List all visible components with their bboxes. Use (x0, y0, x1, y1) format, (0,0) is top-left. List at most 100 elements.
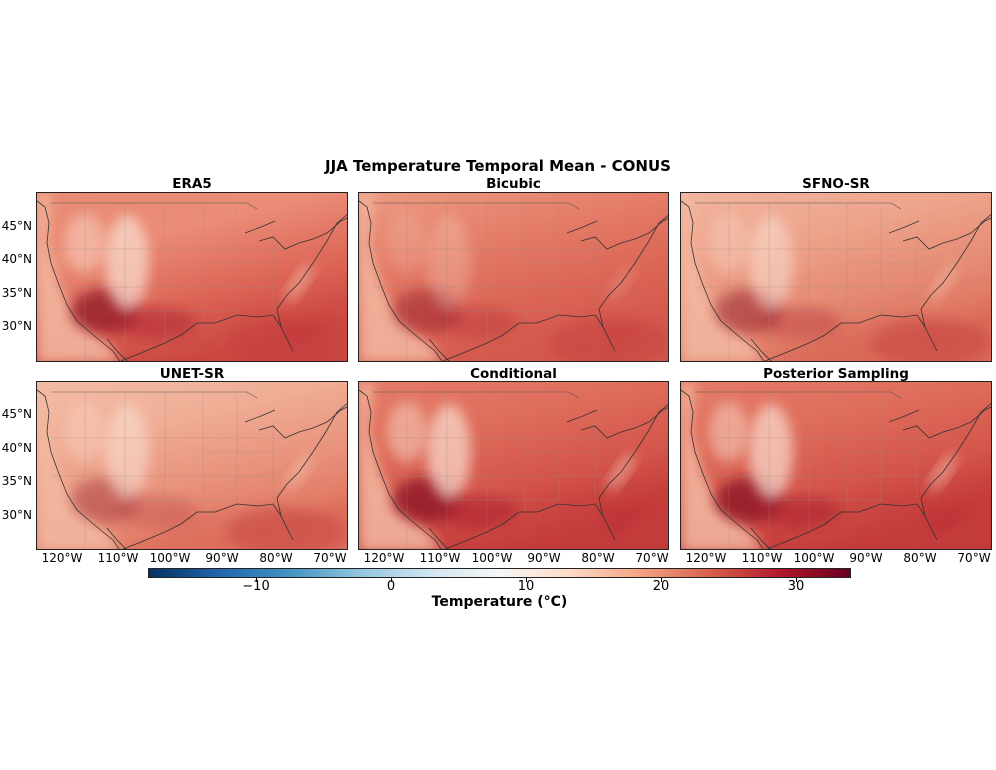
canada-border (695, 391, 902, 399)
coastline (120, 314, 294, 361)
mountain-cool-band (105, 404, 149, 500)
colorbar-tick-mark (391, 578, 392, 582)
canada-border (373, 202, 580, 210)
colorbar-tick-label: 20 (652, 579, 670, 594)
colorbar-tick-mark (661, 578, 662, 582)
panel-title-bicubic: Bicubic (486, 176, 541, 192)
lat-tick-label: 35°N (1, 474, 32, 488)
panel-title-sfno-sr: SFNO-SR (802, 176, 870, 192)
colorbar-tick-mark (796, 578, 797, 582)
map-panel-conditional (358, 381, 669, 550)
lon-tick-label: 120°W (41, 551, 83, 565)
colorbar-tick-label: 30 (787, 579, 805, 594)
coastline (764, 314, 938, 361)
lon-tick-label: 80°W (581, 551, 615, 565)
coastline (359, 389, 442, 549)
lat-tick-label: 30°N (1, 508, 32, 522)
mountain-cool-band (749, 215, 793, 311)
colorbar-tick-label: 10 (517, 579, 535, 594)
colorbar-tick-label: −10 (242, 579, 270, 594)
texas-hot-spot (439, 307, 519, 339)
gulf-ocean-region (127, 493, 347, 549)
coastline (888, 217, 991, 250)
lon-tick-label: 70°W (635, 551, 669, 565)
mountain-cool-band (749, 404, 793, 500)
temperature-field (681, 193, 991, 361)
lon-tick-label: 90°W (527, 551, 561, 565)
ocean-cool-region (37, 193, 120, 361)
coastline (888, 406, 991, 439)
texas-hot-spot (117, 496, 197, 528)
lon-tick-label: 100°W (793, 551, 835, 565)
map-panel-unet-sr (36, 381, 348, 550)
mountain-cool-band (427, 404, 471, 500)
temperature-field (681, 382, 991, 549)
coastline (244, 217, 347, 250)
temperature-field (359, 382, 668, 549)
coastline (566, 407, 668, 439)
canada-border (51, 391, 258, 399)
ocean-cool-region (359, 193, 442, 361)
lon-tick-label: 100°W (149, 551, 191, 565)
lon-tick-label: 90°W (205, 551, 239, 565)
temperature-field (359, 193, 668, 361)
lat-tick-label: 45°N (1, 407, 32, 421)
gulf-ocean-region (771, 493, 991, 549)
coastline (681, 200, 765, 361)
figure-title: JJA Temperature Temporal Mean - CONUS (325, 157, 671, 175)
colorbar (148, 568, 851, 578)
mountain-cool-band (427, 215, 471, 311)
coastline (766, 503, 938, 549)
ocean-cool-region (681, 382, 763, 549)
canada-border (373, 391, 580, 399)
lon-tick-label: 80°W (903, 551, 937, 565)
lon-tick-label: 110°W (741, 551, 783, 565)
coastline (442, 314, 616, 361)
temperature-field (37, 193, 347, 361)
mountain-cool-band (105, 215, 149, 311)
lon-tick-label: 70°W (313, 551, 347, 565)
map-panel-posterior-sampling (680, 381, 992, 550)
lon-tick-label: 100°W (471, 551, 513, 565)
colorbar-label: Temperature (°C) (431, 594, 568, 610)
lon-tick-label: 70°W (957, 551, 991, 565)
temperature-field (37, 382, 347, 549)
colorbar-tick-label: 0 (386, 579, 396, 594)
texas-hot-spot (761, 307, 841, 339)
lat-tick-label: 45°N (1, 219, 32, 233)
lon-tick-label: 80°W (259, 551, 293, 565)
coastline (359, 200, 443, 361)
texas-hot-spot (439, 496, 519, 528)
lon-tick-label: 120°W (685, 551, 727, 565)
colorbar-tick-mark (256, 578, 257, 582)
lon-tick-label: 110°W (97, 551, 139, 565)
texas-hot-spot (117, 307, 197, 339)
lat-tick-label: 35°N (1, 286, 32, 300)
canada-border (695, 202, 902, 210)
lon-tick-label: 110°W (419, 551, 461, 565)
gulf-ocean-region (125, 304, 347, 361)
ocean-cool-region (37, 382, 119, 549)
panel-title-era5: ERA5 (172, 176, 212, 192)
lat-tick-label: 30°N (1, 319, 32, 333)
lat-tick-label: 40°N (1, 252, 32, 266)
coastline (37, 200, 121, 361)
gulf-ocean-region (769, 304, 991, 361)
panel-title-conditional: Conditional (470, 366, 557, 382)
colorbar-tick-mark (526, 578, 527, 582)
panel-title-unet-sr: UNET-SR (159, 366, 225, 382)
coastline (444, 503, 616, 549)
map-panel-bicubic (358, 192, 669, 362)
texas-hot-spot (761, 496, 841, 528)
map-panel-era5 (36, 192, 348, 362)
coastline (244, 406, 347, 439)
ocean-cool-region (359, 382, 441, 549)
lat-tick-label: 40°N (1, 441, 32, 455)
map-panel-sfno-sr (680, 192, 992, 362)
lon-tick-label: 90°W (849, 551, 883, 565)
coastline (681, 389, 764, 549)
gulf-ocean-region (449, 494, 668, 549)
ocean-cool-region (681, 193, 764, 361)
coastline (37, 389, 120, 549)
lon-tick-label: 120°W (363, 551, 405, 565)
